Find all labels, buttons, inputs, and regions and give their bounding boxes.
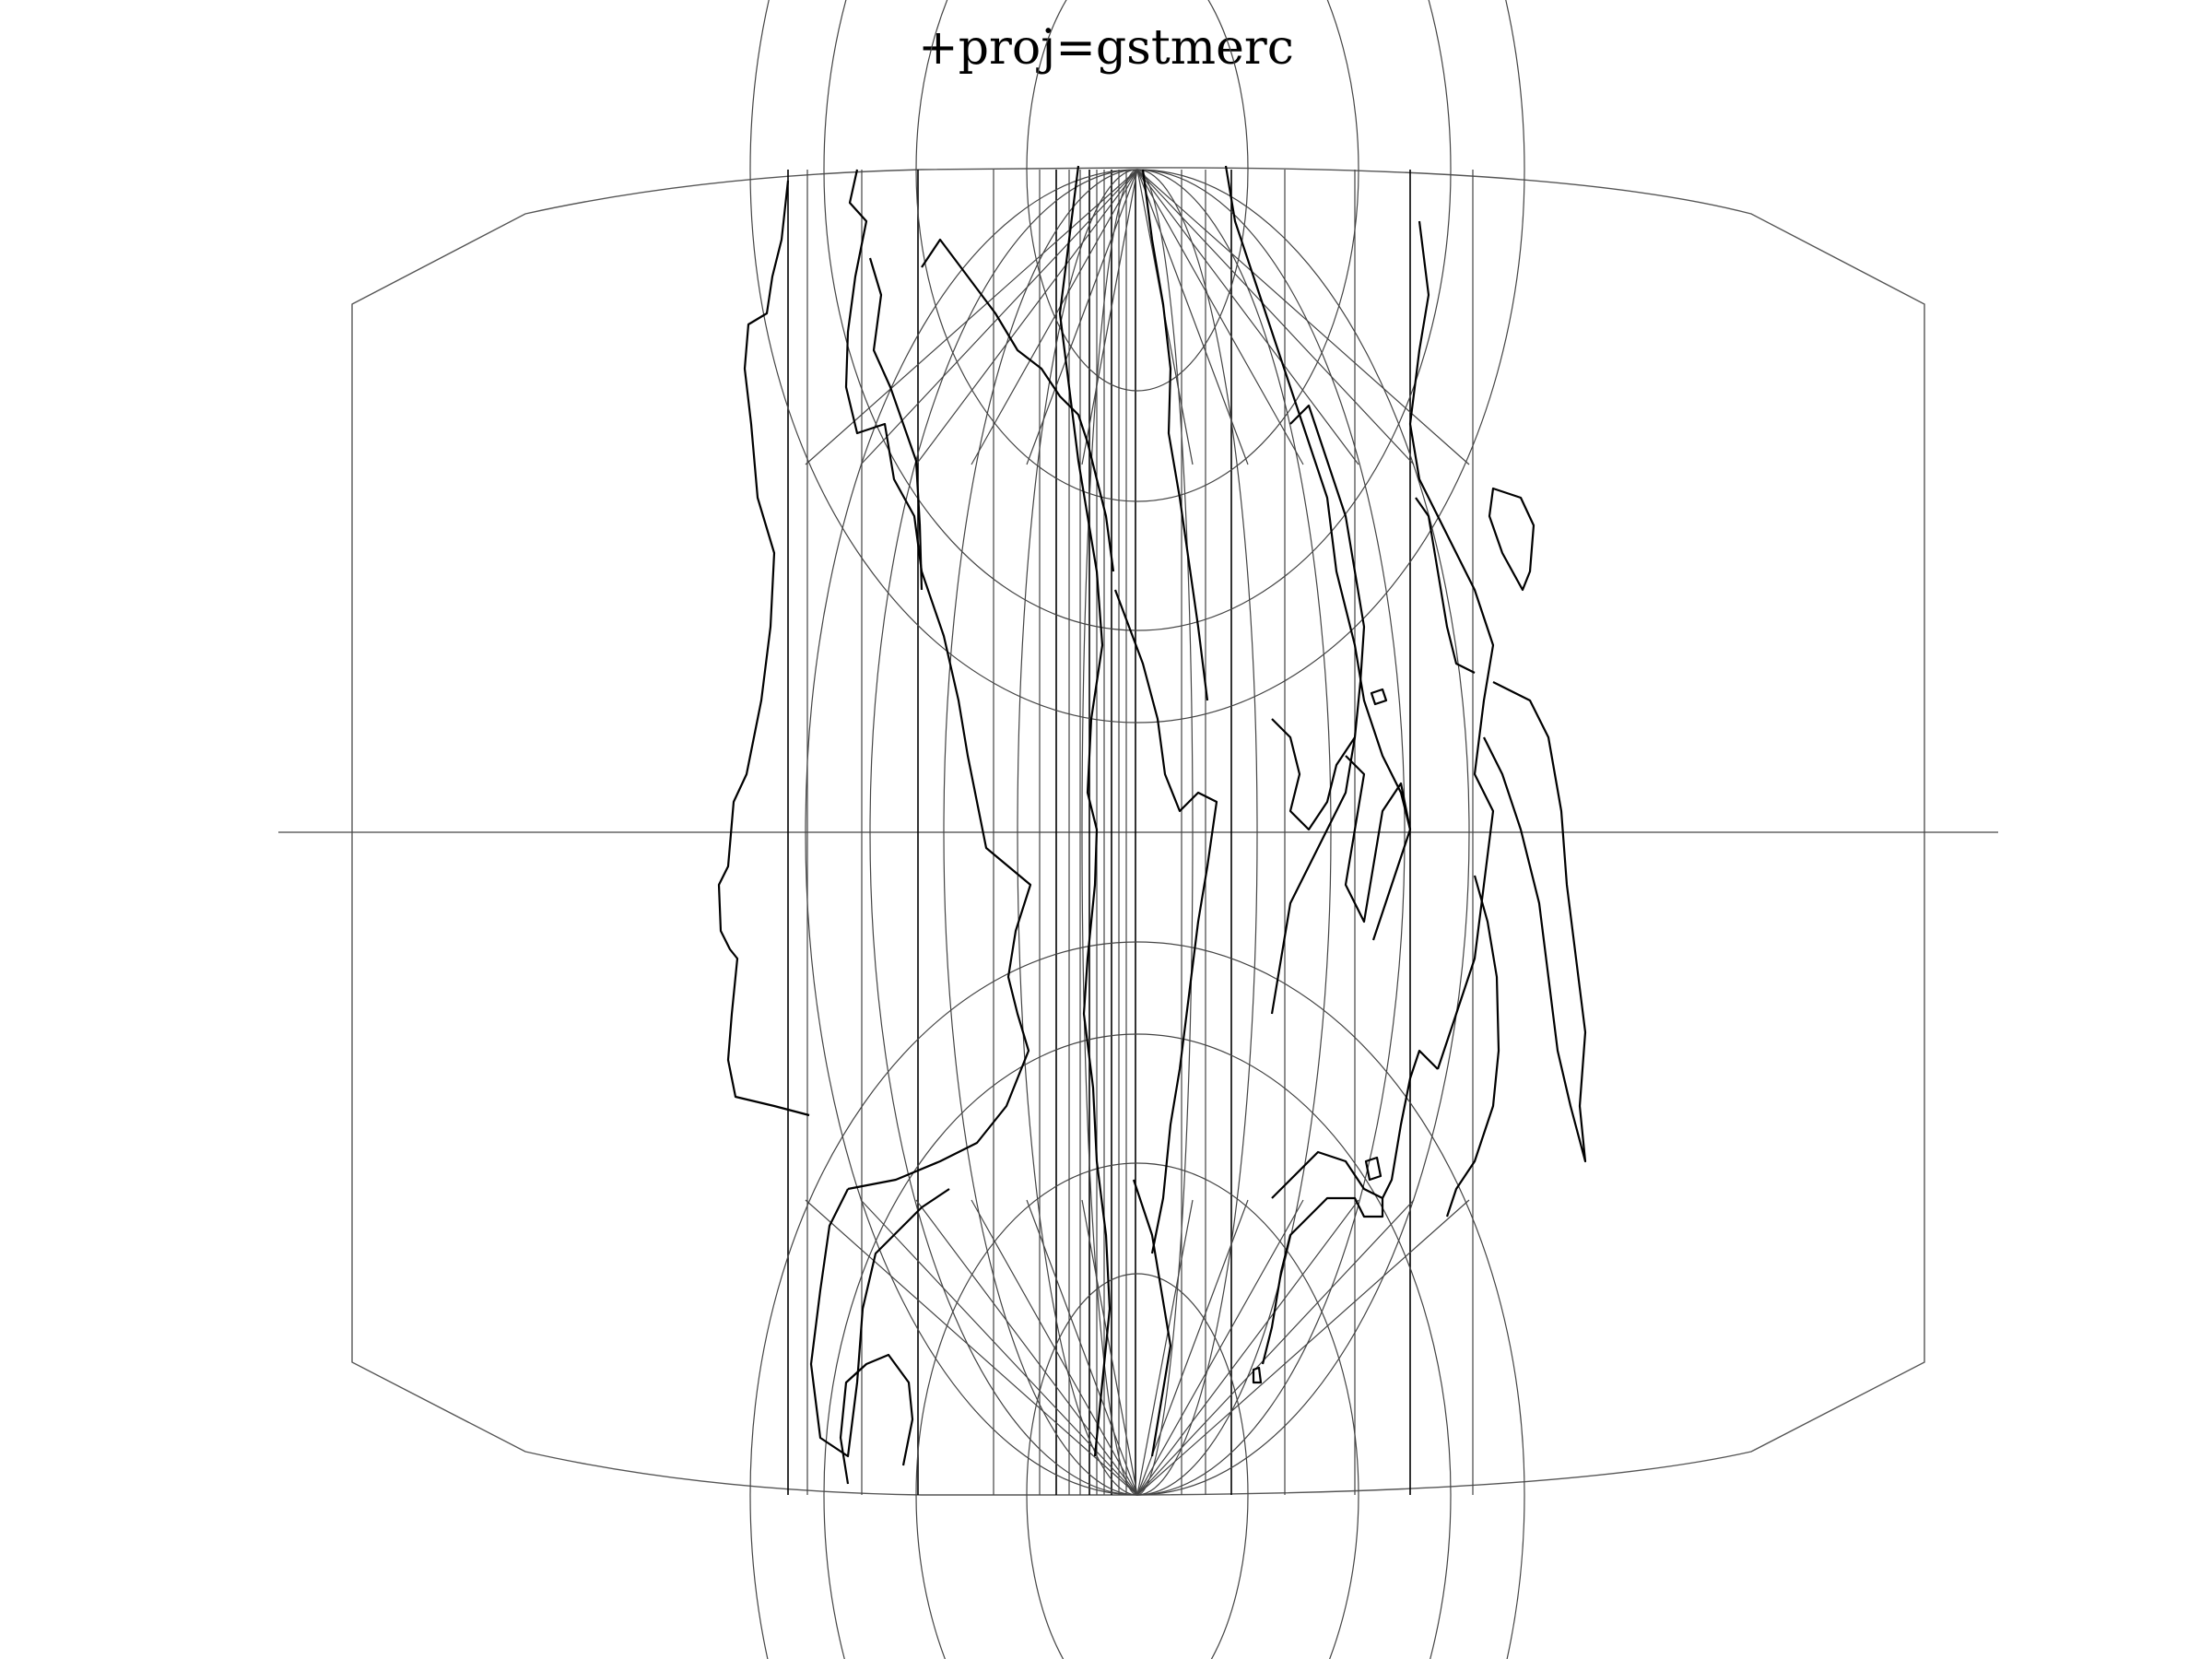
- pole-ray: [971, 169, 1138, 465]
- pole-ray: [1136, 169, 1304, 465]
- coastline-small-islands-1: [1370, 688, 1388, 706]
- coastline-indian: [1271, 718, 1356, 831]
- coastline-greenland: [868, 257, 924, 591]
- pole-ray: [1026, 1199, 1138, 1496]
- coastline-central-dense-2: [1141, 169, 1209, 701]
- latitude-arcs: [749, 0, 1525, 1659]
- coastline-americas-west: [717, 180, 810, 1117]
- coastline-south-land: [839, 1353, 914, 1485]
- latitude-arc: [823, 0, 1452, 631]
- coastline-asia-east: [1270, 404, 1366, 1015]
- coastlines: [717, 165, 1587, 1485]
- pole-ray: [1136, 1199, 1415, 1496]
- coastline-australia: [1261, 1150, 1384, 1365]
- pole-ray: [1136, 1199, 1194, 1496]
- pole-ray: [915, 169, 1138, 465]
- pole-ray: [1136, 1199, 1359, 1496]
- pole-ray: [915, 1199, 1138, 1496]
- plot-title: +proj=gstmerc: [918, 20, 1294, 76]
- coastline-americas-east: [844, 169, 1032, 1191]
- latitude-arc: [749, 0, 1525, 724]
- coastline-southeast-asia: [1344, 755, 1412, 941]
- pole-ray: [1136, 169, 1415, 465]
- pole-ray: [1026, 169, 1138, 465]
- pole-ray: [860, 169, 1138, 465]
- coastline-central-dense: [1058, 165, 1112, 1457]
- latitude-arc: [1026, 1273, 1249, 1659]
- pole-ray: [805, 169, 1138, 465]
- latitude-arc: [915, 1162, 1359, 1659]
- pole-ray: [1081, 1199, 1138, 1496]
- projection-boundary: [351, 167, 1925, 1496]
- coastline-south-america: [809, 1188, 950, 1458]
- pole-ray: [971, 1199, 1138, 1496]
- latitude-arc: [823, 1033, 1452, 1659]
- latitude-arc: [1026, 0, 1249, 392]
- pole-ray: [1136, 1199, 1249, 1496]
- coastline-far-east-lower: [1445, 875, 1500, 1218]
- latitude-arc: [915, 0, 1359, 502]
- coastline-small-islands-2: [1364, 1156, 1382, 1182]
- coastline-east-large: [1382, 1049, 1439, 1199]
- coastline-far-east-island: [1488, 487, 1535, 592]
- coastline-africa: [1113, 589, 1218, 1254]
- coastline-asia-west: [1224, 165, 1412, 830]
- pole-ray: [1136, 1199, 1304, 1496]
- coastline-central-south: [1132, 1179, 1172, 1457]
- coastline-ne-segment: [1415, 497, 1476, 674]
- pole-ray: [1136, 169, 1470, 465]
- pole-ray: [1136, 169, 1249, 465]
- pole-ray: [1136, 1199, 1470, 1496]
- pole-ray: [1081, 169, 1138, 465]
- coastline-far-east-strip: [1483, 681, 1587, 1163]
- pole-ray: [860, 1199, 1138, 1496]
- latitude-arc: [749, 941, 1525, 1659]
- coastline-small-islands-3: [1252, 1366, 1263, 1384]
- pole-ray: [1136, 169, 1359, 465]
- coastline-pacific-east: [1408, 220, 1495, 1070]
- coastline-europe: [921, 238, 1115, 572]
- pole-ray: [805, 1199, 1138, 1496]
